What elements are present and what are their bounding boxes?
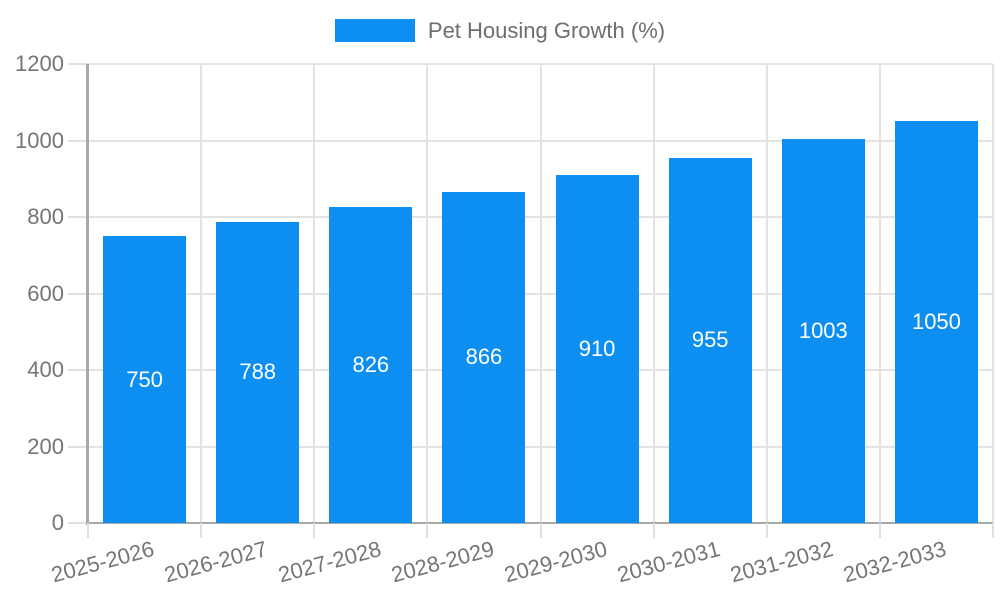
legend-label: Pet Housing Growth (%) [427, 18, 666, 43]
x-axis-tick-label: 2027-2028 [275, 536, 384, 588]
bar-value-label: 826 [352, 352, 390, 378]
x-axis-tick-label: 2025-2026 [48, 536, 158, 588]
bar-value-label: 910 [578, 335, 616, 361]
bar-value-label: 1050 [911, 309, 961, 335]
bar-value-label: 866 [465, 344, 503, 370]
x-axis-tick [426, 523, 429, 538]
y-axis-tick [68, 63, 88, 65]
bar: 826 [329, 207, 413, 523]
y-axis-tick-label: 0 [51, 510, 64, 535]
bar-value-label: 1003 [798, 318, 848, 344]
gridline-vertical [878, 64, 881, 523]
plot-area: 750 788 826 866 910 955 1003 1050 [68, 63, 994, 525]
y-axis-tick-label: 800 [27, 204, 64, 229]
y-axis-tick-label: 1200 [15, 51, 64, 76]
y-axis-tick-label: 600 [27, 280, 64, 306]
legend-swatch [334, 19, 415, 42]
bar-value-label: 955 [691, 327, 729, 353]
y-axis-tick [68, 292, 88, 295]
x-axis-tick [765, 523, 768, 538]
x-axis-tick-label: 2030-2031 [614, 536, 723, 588]
y-axis-tick-label: 1000 [15, 127, 64, 153]
x-axis-tick [200, 523, 203, 538]
gridline-vertical [539, 64, 542, 523]
x-axis-tick-label: 2026-2027 [162, 536, 271, 588]
y-axis-tick-label: 400 [27, 357, 64, 382]
x-axis-tick-label: 2032-2033 [840, 536, 949, 588]
gridline-vertical [313, 64, 316, 523]
gridline-vertical [992, 64, 994, 523]
x-axis-tick-label: 2029-2030 [501, 536, 610, 588]
bar-value-label: 788 [239, 359, 277, 385]
x-axis-line [86, 521, 993, 524]
y-axis-line [86, 64, 89, 525]
y-axis-tick [68, 522, 88, 524]
bar-value-label: 750 [126, 366, 163, 392]
x-axis-tick [878, 523, 881, 538]
bar: 955 [668, 157, 752, 523]
y-axis-tick [68, 445, 88, 448]
x-axis-tick [992, 523, 994, 538]
gridline-vertical [200, 64, 203, 523]
x-axis-tick [87, 523, 89, 538]
bar: 1003 [781, 139, 865, 523]
y-axis-tick [68, 216, 88, 218]
x-axis-tick [313, 523, 316, 538]
bar: 866 [442, 191, 526, 523]
y-axis-tick [68, 139, 88, 142]
bar: 788 [216, 221, 300, 523]
gridline-vertical [765, 64, 768, 523]
bar: 910 [555, 174, 639, 523]
y-axis-tick [68, 369, 88, 371]
x-axis-tick [539, 523, 542, 538]
gridline-vertical [426, 64, 429, 523]
x-axis-tick-label: 2028-2029 [388, 536, 497, 588]
y-axis-tick-label: 200 [27, 433, 64, 459]
gridline-vertical [652, 64, 655, 523]
x-axis-tick [652, 523, 655, 538]
bar: 750 [103, 236, 187, 523]
bar: 1050 [894, 121, 978, 523]
legend: Pet Housing Growth (%) [0, 19, 1000, 42]
x-axis-tick-label: 2031-2032 [727, 536, 836, 588]
